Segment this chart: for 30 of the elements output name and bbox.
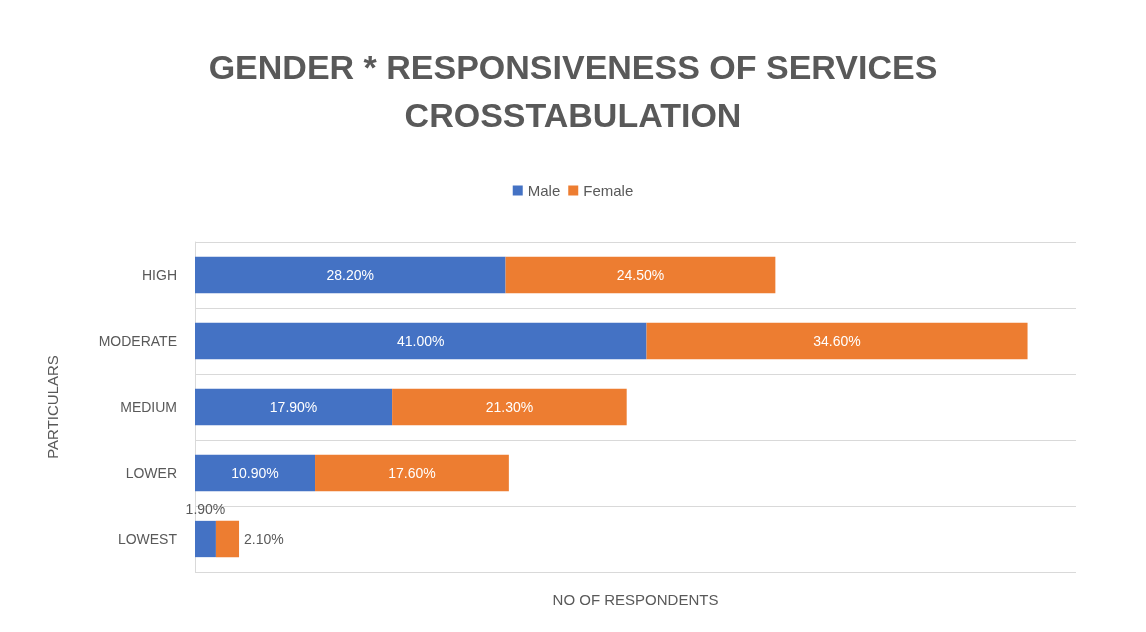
data-label: 24.50%	[616, 267, 665, 283]
bar	[195, 520, 216, 558]
bar	[215, 520, 240, 558]
bar	[195, 454, 316, 492]
legend-label: Male	[527, 182, 561, 199]
y-tick-label: HIGH	[142, 267, 177, 283]
bar	[505, 256, 776, 294]
data-label: 21.30%	[485, 399, 534, 415]
y-axis-title: PARTICULARS	[44, 355, 61, 459]
bar	[195, 256, 506, 294]
data-label: 28.20%	[326, 267, 375, 283]
y-tick-label: MEDIUM	[120, 399, 177, 415]
bar	[195, 322, 647, 360]
bar	[315, 454, 509, 492]
bar	[195, 388, 393, 426]
chart-title: GENDER * RESPONSIVENESS OF SERVICES CROSSTABULATION	[208, 48, 938, 134]
data-label: 2.10%	[244, 531, 284, 547]
bar	[646, 322, 1028, 360]
data-label: 34.60%	[813, 333, 861, 349]
y-tick-label: LOWEST	[117, 531, 178, 547]
legend-label: Female	[583, 182, 634, 199]
bar	[392, 388, 627, 426]
data-label: 10.90%	[231, 465, 279, 481]
data-label: 17.60%	[388, 465, 436, 481]
data-label: 41.00%	[397, 333, 445, 349]
data-label: 17.90%	[269, 399, 318, 415]
y-tick-label: MODERATE	[98, 333, 177, 349]
data-label: 1.90%	[185, 500, 226, 517]
x-axis-title: NO OF RESPONDENTS	[552, 591, 719, 608]
y-tick-label: LOWER	[125, 465, 177, 481]
